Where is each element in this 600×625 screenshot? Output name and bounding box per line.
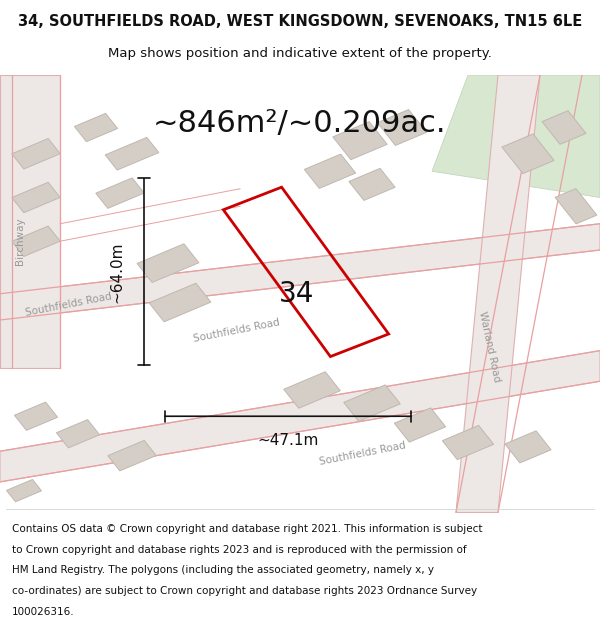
Text: HM Land Registry. The polygons (including the associated geometry, namely x, y: HM Land Registry. The polygons (includin…	[12, 566, 434, 576]
Text: ~47.1m: ~47.1m	[257, 432, 319, 447]
Polygon shape	[349, 168, 395, 201]
Text: Warland Road: Warland Road	[477, 310, 502, 382]
Polygon shape	[12, 182, 60, 213]
Text: Birchway: Birchway	[15, 217, 25, 265]
Polygon shape	[108, 441, 156, 471]
Polygon shape	[333, 122, 387, 159]
Text: Southfields Road: Southfields Road	[192, 318, 280, 344]
Text: Map shows position and indicative extent of the property.: Map shows position and indicative extent…	[108, 48, 492, 61]
Text: 100026316.: 100026316.	[12, 607, 74, 617]
Polygon shape	[505, 431, 551, 463]
Polygon shape	[14, 402, 58, 431]
Polygon shape	[74, 113, 118, 142]
Polygon shape	[0, 351, 600, 482]
Polygon shape	[105, 138, 159, 170]
Text: Contains OS data © Crown copyright and database right 2021. This information is : Contains OS data © Crown copyright and d…	[12, 524, 482, 534]
Polygon shape	[0, 224, 600, 320]
Polygon shape	[542, 111, 586, 144]
Polygon shape	[555, 189, 597, 224]
Polygon shape	[377, 109, 427, 146]
Polygon shape	[12, 226, 60, 256]
Polygon shape	[344, 385, 400, 421]
Text: ~64.0m: ~64.0m	[110, 241, 125, 302]
Text: 34: 34	[280, 280, 314, 308]
Text: co-ordinates) are subject to Crown copyright and database rights 2023 Ordnance S: co-ordinates) are subject to Crown copyr…	[12, 586, 477, 596]
Text: 34, SOUTHFIELDS ROAD, WEST KINGSDOWN, SEVENOAKS, TN15 6LE: 34, SOUTHFIELDS ROAD, WEST KINGSDOWN, SE…	[18, 14, 582, 29]
Polygon shape	[442, 426, 494, 459]
Polygon shape	[0, 75, 60, 368]
Text: Southfields Road: Southfields Road	[318, 440, 406, 467]
Polygon shape	[284, 372, 340, 408]
Text: to Crown copyright and database rights 2023 and is reproduced with the permissio: to Crown copyright and database rights 2…	[12, 544, 467, 554]
Polygon shape	[304, 154, 356, 188]
Polygon shape	[56, 419, 100, 448]
Polygon shape	[502, 134, 554, 174]
Polygon shape	[137, 244, 199, 282]
Polygon shape	[149, 283, 211, 322]
Polygon shape	[456, 75, 540, 512]
Polygon shape	[432, 75, 600, 198]
Text: Southfields Road: Southfields Road	[24, 291, 112, 318]
Text: ~846m²/~0.209ac.: ~846m²/~0.209ac.	[153, 109, 447, 138]
Polygon shape	[394, 408, 446, 442]
Polygon shape	[12, 139, 60, 169]
Polygon shape	[7, 479, 41, 502]
Polygon shape	[96, 178, 144, 208]
